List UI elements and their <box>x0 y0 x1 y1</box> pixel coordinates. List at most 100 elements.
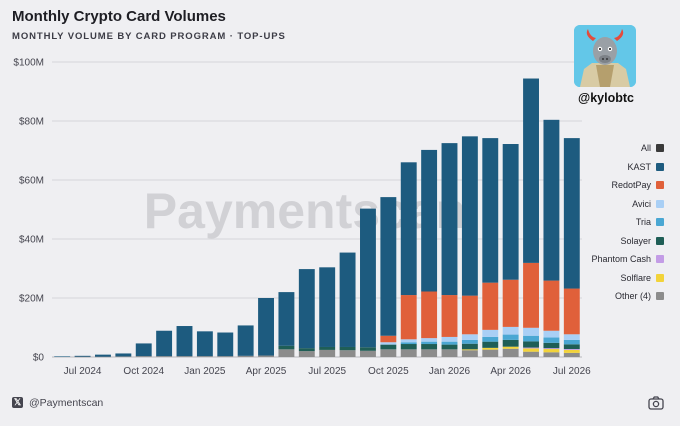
bar-segment <box>339 346 356 351</box>
bar-segment <box>421 344 438 350</box>
bar-segment <box>482 282 499 330</box>
legend-item[interactable]: KAST <box>627 158 664 177</box>
bar-segment <box>278 292 295 346</box>
y-tick-label: $40M <box>19 235 44 246</box>
bar-segment <box>115 353 132 357</box>
bar-segment <box>319 346 336 350</box>
x-logo-icon[interactable]: 𝕏 <box>12 397 23 408</box>
bar-segment <box>421 338 438 342</box>
bar-segment <box>74 355 91 357</box>
legend-swatch <box>656 181 664 190</box>
bar-segment <box>54 356 71 357</box>
bar-segment <box>563 339 580 345</box>
bar-segment <box>461 295 478 335</box>
bar-segment <box>482 347 499 350</box>
bar-segment <box>339 350 356 357</box>
bar-segment <box>278 349 295 357</box>
bar-segment <box>523 341 539 348</box>
bar-segment <box>461 339 478 344</box>
legend-label: KAST <box>627 161 651 172</box>
bar-segment <box>196 356 213 357</box>
bar-segment <box>441 344 458 350</box>
x-tick-label: Jul 2025 <box>308 366 346 377</box>
bar-segment <box>441 143 458 296</box>
legend-label: RedotPay <box>611 180 651 191</box>
watermark: Paymentscan <box>144 183 466 239</box>
bar-segment <box>461 350 478 357</box>
bar-segment <box>237 325 254 356</box>
bar-segment <box>421 341 438 345</box>
bar-segment <box>543 348 560 350</box>
bar-segment <box>482 138 499 283</box>
bar-segment <box>523 347 539 349</box>
legend-swatch <box>656 236 664 245</box>
bar-segment <box>441 336 458 342</box>
bar-segment <box>563 288 580 335</box>
bar-segment <box>523 335 539 342</box>
legend-swatch <box>656 273 664 282</box>
bar-segment <box>543 330 560 338</box>
bar-segment <box>563 334 580 340</box>
bar-segment <box>156 330 173 357</box>
bar-segment <box>461 349 478 351</box>
x-tick-label: Oct 2025 <box>368 366 409 377</box>
bar-segment <box>482 336 499 342</box>
bar-segment <box>502 326 519 335</box>
bar-segment <box>421 291 438 339</box>
bar-segment <box>217 356 234 357</box>
bar-segment <box>115 356 132 357</box>
bar-segment <box>400 344 417 350</box>
bar-segment <box>135 343 152 357</box>
bar-segment <box>380 335 397 343</box>
camera-icon[interactable] <box>648 396 664 410</box>
bar-segment <box>482 341 499 348</box>
bar-segment <box>421 149 438 292</box>
bar-segment <box>339 252 356 347</box>
bars <box>54 78 580 358</box>
bar-segment <box>400 295 417 340</box>
bar-segment <box>400 339 417 343</box>
bar-segment <box>543 352 560 357</box>
legend-item[interactable]: Avici <box>632 195 664 214</box>
bar-segment <box>298 269 315 349</box>
bar-segment <box>421 349 438 357</box>
legend-label: Solayer <box>620 235 651 246</box>
bar-segment <box>441 341 458 345</box>
bar-segment <box>502 279 519 327</box>
legend-label: Tria <box>635 217 651 228</box>
bar-segment <box>502 339 519 347</box>
legend-item[interactable]: Tria <box>636 213 664 232</box>
x-tick-label: Jul 2024 <box>64 366 102 377</box>
x-tick-label: Apr 2025 <box>246 366 287 377</box>
bar-segment <box>319 267 336 347</box>
legend-item[interactable]: Solflare <box>620 269 664 288</box>
bar-segment <box>523 78 539 263</box>
legend-item[interactable]: Other (4) <box>615 287 664 306</box>
legend-label: Other (4) <box>614 291 651 302</box>
legend-item[interactable]: Phantom Cash <box>591 250 664 269</box>
bar-segment <box>95 354 111 357</box>
legend-item[interactable]: RedotPay <box>611 176 664 195</box>
bar-segment <box>461 334 478 340</box>
bar-segment <box>563 349 580 350</box>
bar-segment <box>237 355 254 357</box>
legend-item[interactable]: Solayer <box>620 232 664 251</box>
bar-segment <box>217 332 234 357</box>
bar-segment <box>196 331 213 357</box>
legend-item[interactable]: All <box>641 139 664 158</box>
y-tick-label: $60M <box>19 176 44 187</box>
bar-segment <box>543 342 560 349</box>
footer-handle[interactable]: @Paymentscan <box>29 397 104 409</box>
x-tick-label: Jan 2025 <box>184 366 226 377</box>
x-tick-label: Jan 2026 <box>429 366 471 377</box>
bar-segment <box>278 345 295 350</box>
legend-swatch <box>656 218 664 227</box>
bar-segment <box>380 344 397 350</box>
bar-segment <box>360 208 376 348</box>
profile-avatar[interactable] <box>574 25 636 87</box>
bar-segment <box>543 337 560 343</box>
profile-handle[interactable]: @kylobtc <box>578 91 634 105</box>
chart-subtitle: MONTHLY VOLUME BY CARD PROGRAM · TOP-UPS <box>12 31 286 42</box>
bar-segment <box>298 348 315 352</box>
bar-segment <box>543 349 560 353</box>
